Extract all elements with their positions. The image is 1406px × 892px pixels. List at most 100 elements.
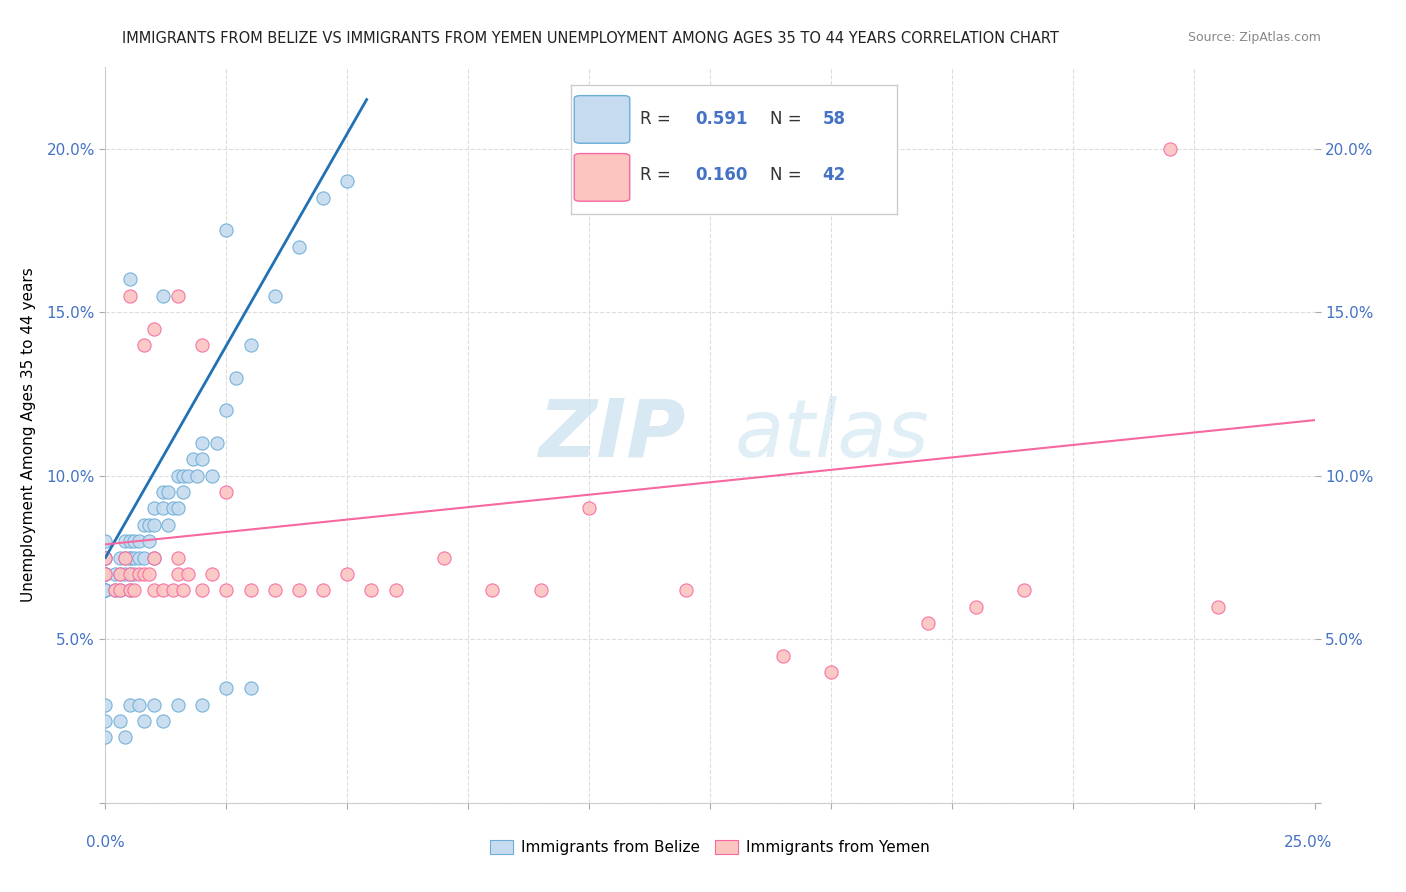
- Point: [191, 698, 214, 712]
- Point: [142, 698, 165, 712]
- Text: atlas: atlas: [734, 396, 929, 474]
- Point: [172, 468, 194, 483]
- Point: [114, 550, 136, 565]
- Point: [124, 550, 146, 565]
- Point: [167, 550, 190, 565]
- Text: ZIP: ZIP: [538, 396, 686, 474]
- Point: [312, 191, 335, 205]
- Point: [167, 501, 190, 516]
- Point: [114, 566, 136, 581]
- Point: [157, 517, 180, 532]
- Text: Source: ZipAtlas.com: Source: ZipAtlas.com: [1188, 31, 1322, 45]
- Point: [360, 583, 382, 598]
- Point: [134, 550, 156, 565]
- Point: [114, 731, 136, 745]
- Point: [1159, 142, 1181, 156]
- Point: [134, 566, 156, 581]
- Point: [108, 583, 131, 598]
- Point: [772, 648, 794, 663]
- Point: [288, 583, 311, 598]
- Y-axis label: Unemployment Among Ages 35 to 44 years: Unemployment Among Ages 35 to 44 years: [21, 268, 35, 602]
- Point: [118, 566, 141, 581]
- Point: [94, 698, 117, 712]
- Point: [288, 240, 311, 254]
- Point: [157, 485, 180, 500]
- Point: [263, 289, 285, 303]
- Point: [128, 550, 150, 565]
- Point: [142, 321, 165, 335]
- Point: [263, 583, 285, 598]
- Point: [152, 485, 174, 500]
- Point: [94, 566, 117, 581]
- Point: [134, 714, 156, 728]
- Point: [191, 338, 214, 352]
- Point: [138, 566, 160, 581]
- Point: [239, 583, 262, 598]
- Point: [142, 501, 165, 516]
- Point: [384, 583, 406, 598]
- Point: [167, 289, 190, 303]
- Point: [114, 534, 136, 549]
- Point: [965, 599, 987, 614]
- Point: [94, 566, 117, 581]
- Point: [336, 566, 359, 581]
- Point: [152, 289, 174, 303]
- Point: [152, 583, 174, 598]
- Point: [433, 550, 456, 565]
- Point: [172, 583, 194, 598]
- Point: [205, 436, 228, 450]
- Point: [128, 566, 150, 581]
- Point: [118, 583, 141, 598]
- Point: [108, 583, 131, 598]
- Point: [176, 566, 198, 581]
- Point: [201, 468, 224, 483]
- Text: IMMIGRANTS FROM BELIZE VS IMMIGRANTS FROM YEMEN UNEMPLOYMENT AMONG AGES 35 TO 44: IMMIGRANTS FROM BELIZE VS IMMIGRANTS FRO…: [122, 31, 1059, 46]
- Point: [118, 550, 141, 565]
- Point: [312, 583, 335, 598]
- Point: [675, 583, 697, 598]
- Point: [118, 550, 141, 565]
- Point: [167, 468, 190, 483]
- Point: [118, 289, 141, 303]
- Point: [108, 566, 131, 581]
- Point: [215, 403, 238, 417]
- Point: [191, 436, 214, 450]
- Point: [481, 583, 503, 598]
- Point: [142, 550, 165, 565]
- Point: [215, 681, 238, 696]
- Point: [104, 566, 127, 581]
- Point: [1014, 583, 1036, 598]
- Point: [152, 714, 174, 728]
- Point: [191, 583, 214, 598]
- Point: [94, 550, 117, 565]
- Point: [118, 698, 141, 712]
- Point: [162, 501, 184, 516]
- Point: [94, 550, 117, 565]
- Point: [94, 731, 117, 745]
- Point: [108, 566, 131, 581]
- Legend: Immigrants from Belize, Immigrants from Yemen: Immigrants from Belize, Immigrants from …: [484, 834, 936, 862]
- Point: [118, 566, 141, 581]
- Point: [1206, 599, 1229, 614]
- Point: [114, 550, 136, 565]
- Point: [94, 714, 117, 728]
- Point: [94, 583, 117, 598]
- Point: [917, 615, 939, 630]
- Point: [134, 338, 156, 352]
- Point: [108, 714, 131, 728]
- Point: [94, 550, 117, 565]
- Point: [215, 485, 238, 500]
- Point: [578, 501, 600, 516]
- Point: [152, 501, 174, 516]
- Point: [142, 517, 165, 532]
- Point: [94, 566, 117, 581]
- Text: 0.0%: 0.0%: [86, 836, 125, 850]
- Point: [134, 517, 156, 532]
- Point: [128, 698, 150, 712]
- Point: [138, 534, 160, 549]
- Point: [186, 468, 208, 483]
- Text: 25.0%: 25.0%: [1284, 836, 1331, 850]
- Point: [118, 534, 141, 549]
- Point: [172, 485, 194, 500]
- Point: [167, 698, 190, 712]
